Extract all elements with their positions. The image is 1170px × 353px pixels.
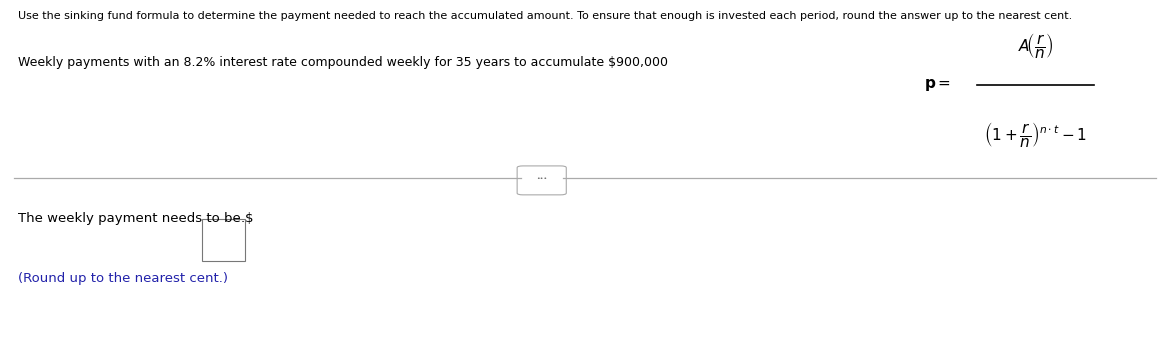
Text: $\left(1+\dfrac{r}{n}\right)^{n \cdot t}-1$: $\left(1+\dfrac{r}{n}\right)^{n \cdot t}… <box>984 120 1087 149</box>
Text: $A\!\left(\dfrac{r}{n}\right)$: $A\!\left(\dfrac{r}{n}\right)$ <box>1018 31 1053 60</box>
Text: (Round up to the nearest cent.): (Round up to the nearest cent.) <box>18 272 227 285</box>
Text: The weekly payment needs to be $: The weekly payment needs to be $ <box>18 212 253 225</box>
Text: .: . <box>241 212 246 225</box>
FancyBboxPatch shape <box>202 219 245 261</box>
Text: Use the sinking fund formula to determine the payment needed to reach the accumu: Use the sinking fund formula to determin… <box>18 11 1072 20</box>
Text: $\mathbf{p}=$: $\mathbf{p}=$ <box>924 77 951 93</box>
Text: •••: ••• <box>536 176 548 181</box>
Text: Weekly payments with an 8.2% interest rate compounded weekly for 35 years to acc: Weekly payments with an 8.2% interest ra… <box>18 56 668 70</box>
FancyBboxPatch shape <box>517 166 566 195</box>
